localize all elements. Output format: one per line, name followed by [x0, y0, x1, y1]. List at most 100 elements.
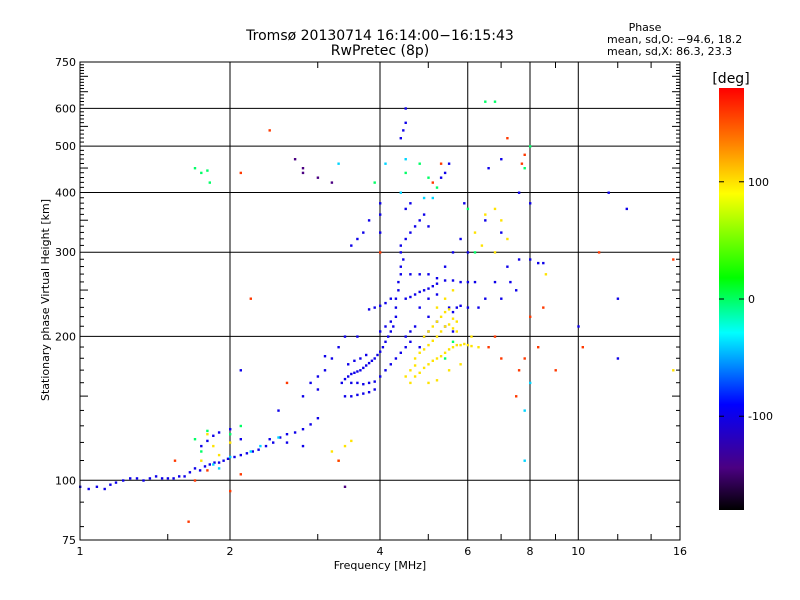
data-point — [379, 304, 382, 307]
data-point — [529, 381, 532, 385]
data-point — [370, 359, 374, 362]
data-point — [537, 346, 540, 349]
data-point — [625, 207, 628, 211]
data-point — [200, 171, 203, 175]
chart-subtitle: RwPretec (8p) — [331, 43, 429, 59]
data-point — [500, 357, 503, 360]
data-point — [443, 171, 447, 175]
data-point — [350, 381, 353, 385]
data-point — [392, 325, 395, 328]
data-point — [212, 434, 215, 437]
data-point — [447, 323, 451, 326]
data-point — [517, 258, 521, 261]
data-point — [447, 348, 451, 351]
data-point — [466, 207, 470, 211]
data-point — [409, 369, 412, 372]
data-point — [422, 335, 426, 338]
data-point — [249, 450, 252, 453]
data-point — [399, 351, 402, 354]
data-point — [257, 448, 260, 451]
data-point — [431, 285, 434, 288]
data-point — [373, 388, 376, 391]
data-point — [206, 469, 209, 472]
data-point — [542, 261, 545, 265]
data-point — [422, 213, 426, 216]
data-point — [672, 369, 675, 372]
data-point — [418, 162, 421, 165]
data-point — [427, 225, 430, 228]
data-point — [187, 520, 190, 523]
data-point — [367, 381, 371, 385]
data-point — [343, 444, 347, 448]
data-point — [577, 325, 580, 328]
data-point — [500, 158, 503, 161]
data-point — [178, 475, 181, 478]
data-point — [172, 477, 175, 480]
data-point — [413, 293, 417, 296]
data-point — [356, 381, 359, 385]
data-point — [435, 379, 439, 382]
data-point — [418, 351, 421, 354]
data-point — [217, 431, 221, 434]
data-point — [356, 237, 359, 241]
data-point — [379, 213, 382, 216]
data-point — [554, 369, 557, 372]
data-point — [206, 439, 209, 443]
data-point — [217, 453, 221, 457]
data-point — [399, 251, 402, 254]
phase-stat-x: mean, sd,X: 86.3, 23.3 — [607, 45, 732, 58]
data-point — [523, 357, 526, 360]
data-point — [316, 176, 320, 179]
data-point — [500, 231, 503, 234]
data-point — [268, 129, 271, 132]
data-point — [427, 363, 430, 366]
data-point — [293, 431, 297, 434]
data-point — [616, 297, 620, 300]
data-point — [301, 428, 305, 431]
data-point — [356, 393, 359, 397]
data-points — [79, 100, 675, 523]
data-point — [470, 335, 473, 338]
data-point — [316, 375, 320, 378]
colorbar-ticks: -100 0 100 — [719, 176, 773, 423]
data-point — [239, 171, 242, 175]
data-point — [413, 375, 417, 378]
data-point — [343, 377, 347, 381]
data-point — [293, 158, 297, 161]
data-point — [217, 467, 221, 470]
data-point — [301, 167, 305, 170]
data-point — [376, 353, 379, 357]
data-point — [439, 176, 443, 179]
x-tick-label: 1 — [77, 545, 84, 558]
y-tick-label: 500 — [55, 140, 76, 153]
data-point — [404, 335, 407, 338]
data-point — [435, 186, 439, 189]
data-point — [229, 489, 232, 493]
data-point — [277, 436, 280, 439]
data-point — [451, 289, 455, 292]
data-point — [350, 395, 353, 398]
data-point — [129, 477, 132, 480]
data-point — [443, 325, 447, 328]
data-point — [148, 477, 152, 480]
data-point — [367, 219, 371, 222]
data-point — [309, 381, 312, 385]
data-point — [435, 282, 439, 285]
data-point — [409, 273, 412, 276]
data-point — [373, 181, 376, 184]
data-point — [451, 327, 455, 330]
data-point — [493, 251, 497, 254]
colorbar-label: [deg] — [712, 71, 749, 87]
data-point — [418, 371, 421, 374]
data-point — [484, 100, 487, 103]
data-point — [463, 342, 466, 346]
data-point — [285, 381, 289, 385]
data-point — [229, 433, 232, 436]
colorbar-tick-label: 100 — [748, 176, 769, 189]
data-point — [447, 308, 451, 311]
data-point — [422, 348, 426, 351]
data-point — [427, 287, 430, 290]
data-point — [542, 306, 545, 309]
data-point — [455, 306, 458, 309]
x-tick-label: 16 — [673, 545, 687, 558]
